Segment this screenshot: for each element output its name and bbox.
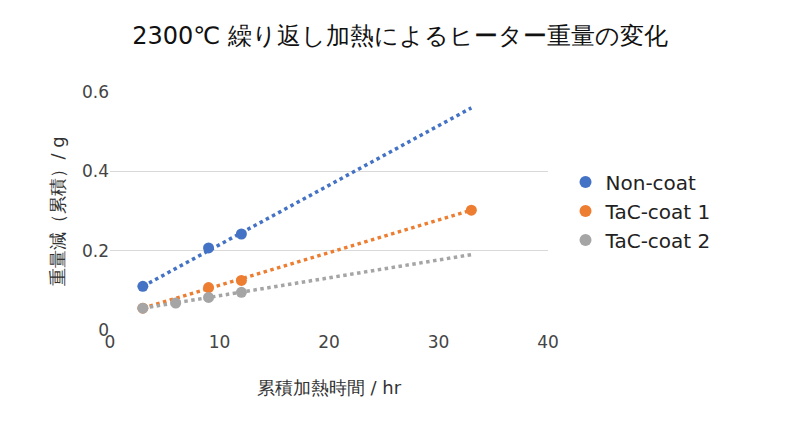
svg-text:30: 30 [428, 332, 450, 352]
svg-text:TaC-coat 1: TaC-coat 1 [605, 200, 711, 224]
svg-text:0: 0 [98, 320, 109, 340]
svg-text:重量減（累積）/ g: 重量減（累積）/ g [47, 136, 68, 285]
svg-text:Non-coat: Non-coat [606, 171, 697, 195]
svg-text:2300℃ 繰り返し加熱によるヒーター重量の変化: 2300℃ 繰り返し加熱によるヒーター重量の変化 [132, 22, 668, 50]
svg-text:0.6: 0.6 [82, 82, 109, 102]
svg-text:20: 20 [318, 332, 340, 352]
svg-text:10: 10 [209, 332, 231, 352]
svg-text:40: 40 [537, 332, 559, 352]
svg-text:TaC-coat 2: TaC-coat 2 [605, 229, 711, 253]
svg-text:0: 0 [105, 332, 116, 352]
svg-text:0.4: 0.4 [82, 161, 109, 181]
svg-text:累積加熱時間 / hr: 累積加熱時間 / hr [257, 377, 402, 398]
svg-text:0.2: 0.2 [82, 241, 109, 261]
